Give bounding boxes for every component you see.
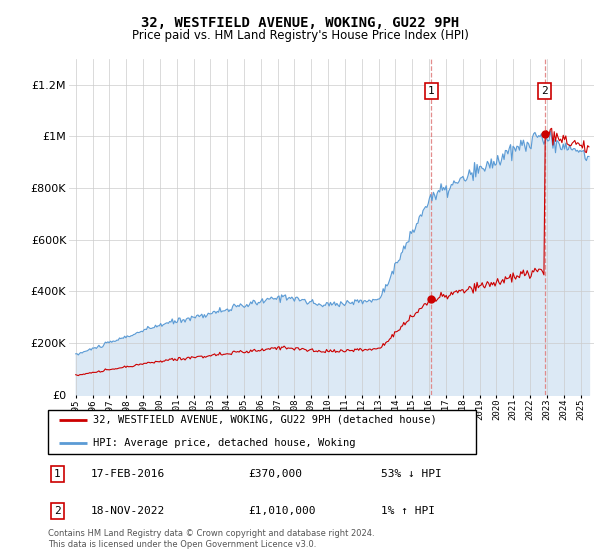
Text: 53% ↓ HPI: 53% ↓ HPI — [380, 469, 442, 479]
Text: 1: 1 — [428, 86, 434, 96]
Text: 1: 1 — [54, 469, 61, 479]
Text: 32, WESTFIELD AVENUE, WOKING, GU22 9PH: 32, WESTFIELD AVENUE, WOKING, GU22 9PH — [141, 16, 459, 30]
Text: 2: 2 — [54, 506, 61, 516]
FancyBboxPatch shape — [48, 410, 476, 454]
Text: 17-FEB-2016: 17-FEB-2016 — [90, 469, 164, 479]
Text: Contains HM Land Registry data © Crown copyright and database right 2024.
This d: Contains HM Land Registry data © Crown c… — [48, 529, 374, 549]
Text: 32, WESTFIELD AVENUE, WOKING, GU22 9PH (detached house): 32, WESTFIELD AVENUE, WOKING, GU22 9PH (… — [94, 415, 437, 425]
Text: £370,000: £370,000 — [248, 469, 302, 479]
Text: £1,010,000: £1,010,000 — [248, 506, 316, 516]
Text: Price paid vs. HM Land Registry's House Price Index (HPI): Price paid vs. HM Land Registry's House … — [131, 29, 469, 42]
Text: 1% ↑ HPI: 1% ↑ HPI — [380, 506, 434, 516]
Text: 2: 2 — [541, 86, 548, 96]
Text: 18-NOV-2022: 18-NOV-2022 — [90, 506, 164, 516]
Text: HPI: Average price, detached house, Woking: HPI: Average price, detached house, Woki… — [94, 438, 356, 448]
